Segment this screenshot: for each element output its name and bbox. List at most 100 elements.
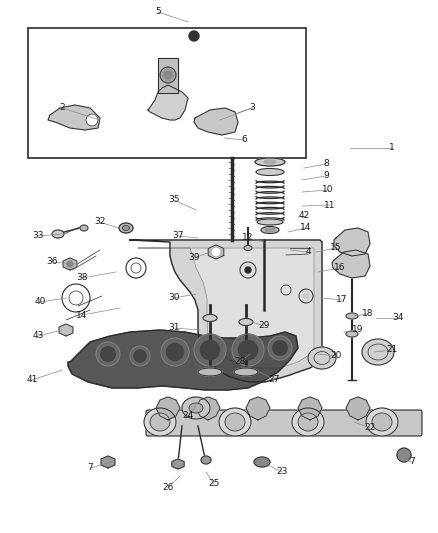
Bar [28, 28, 306, 158]
FancyBboxPatch shape [146, 410, 422, 436]
Polygon shape [332, 250, 370, 278]
Text: 29: 29 [258, 321, 270, 330]
Ellipse shape [239, 319, 253, 326]
Text: 23: 23 [276, 467, 288, 477]
Text: 3: 3 [249, 103, 255, 112]
Ellipse shape [257, 219, 283, 225]
Polygon shape [196, 397, 220, 420]
Circle shape [164, 71, 172, 79]
Circle shape [303, 293, 309, 299]
Text: 39: 39 [188, 254, 200, 262]
Text: 7: 7 [87, 464, 93, 472]
Circle shape [166, 344, 184, 360]
Ellipse shape [123, 225, 130, 230]
Text: 17: 17 [336, 295, 348, 304]
Text: 34: 34 [392, 313, 404, 322]
Polygon shape [346, 397, 370, 420]
Ellipse shape [292, 408, 324, 436]
Circle shape [245, 267, 251, 273]
Text: 8: 8 [323, 159, 329, 168]
Ellipse shape [366, 408, 398, 436]
Text: 2: 2 [59, 103, 65, 112]
Ellipse shape [346, 331, 358, 337]
Text: 30: 30 [168, 294, 180, 303]
Text: 12: 12 [242, 233, 254, 243]
Text: 6: 6 [241, 135, 247, 144]
Polygon shape [194, 108, 238, 135]
Text: 25: 25 [208, 480, 220, 489]
Circle shape [397, 448, 411, 462]
Text: 4: 4 [305, 247, 311, 256]
Ellipse shape [264, 160, 276, 164]
Ellipse shape [346, 313, 358, 319]
Ellipse shape [203, 314, 217, 321]
Ellipse shape [308, 347, 336, 369]
Circle shape [101, 347, 115, 361]
Text: 31: 31 [168, 324, 180, 333]
Ellipse shape [265, 228, 275, 232]
Text: 43: 43 [32, 332, 44, 341]
Text: 5: 5 [155, 7, 161, 17]
Circle shape [161, 338, 189, 366]
Text: 21: 21 [386, 345, 398, 354]
Text: 1: 1 [389, 143, 395, 152]
Ellipse shape [150, 413, 170, 431]
Ellipse shape [362, 339, 394, 365]
Text: 40: 40 [34, 297, 46, 306]
Circle shape [126, 258, 146, 278]
Circle shape [67, 261, 73, 267]
Text: 33: 33 [32, 231, 44, 240]
Circle shape [238, 341, 258, 360]
Polygon shape [148, 85, 188, 120]
Ellipse shape [234, 368, 258, 376]
Ellipse shape [219, 408, 251, 436]
Ellipse shape [201, 456, 211, 464]
Ellipse shape [80, 225, 88, 231]
Text: 32: 32 [94, 217, 106, 227]
Circle shape [86, 114, 98, 126]
Text: 24: 24 [182, 411, 194, 421]
Polygon shape [156, 397, 180, 420]
Text: 36: 36 [46, 257, 58, 266]
Text: 7: 7 [409, 457, 415, 466]
Text: 14: 14 [300, 223, 312, 232]
Ellipse shape [198, 368, 222, 376]
Text: 15: 15 [330, 244, 342, 253]
Polygon shape [246, 397, 270, 420]
Text: 38: 38 [76, 273, 88, 282]
Bar [158, 58, 178, 93]
Ellipse shape [52, 230, 64, 238]
Text: 35: 35 [168, 196, 180, 205]
Polygon shape [63, 258, 77, 270]
Ellipse shape [244, 246, 252, 251]
Polygon shape [334, 228, 370, 256]
Text: 20: 20 [330, 351, 342, 360]
Circle shape [160, 67, 176, 83]
Text: 19: 19 [352, 326, 364, 335]
Text: 42: 42 [298, 212, 310, 221]
Circle shape [96, 342, 120, 366]
Ellipse shape [254, 457, 270, 467]
Polygon shape [172, 459, 184, 469]
Ellipse shape [372, 413, 392, 431]
Ellipse shape [189, 403, 203, 413]
Circle shape [201, 341, 219, 360]
Circle shape [62, 284, 90, 312]
Ellipse shape [144, 408, 176, 436]
Circle shape [232, 334, 264, 366]
Ellipse shape [261, 227, 279, 233]
Ellipse shape [225, 413, 245, 431]
Ellipse shape [119, 223, 133, 233]
Text: 37: 37 [172, 231, 184, 240]
Circle shape [189, 31, 199, 41]
Ellipse shape [182, 397, 210, 419]
Text: 41: 41 [26, 376, 38, 384]
Circle shape [130, 346, 150, 366]
Polygon shape [101, 456, 115, 468]
Text: 9: 9 [323, 172, 329, 181]
Text: 16: 16 [334, 263, 346, 272]
Polygon shape [68, 330, 298, 390]
Circle shape [268, 336, 292, 360]
Polygon shape [208, 245, 224, 259]
Polygon shape [48, 105, 100, 130]
